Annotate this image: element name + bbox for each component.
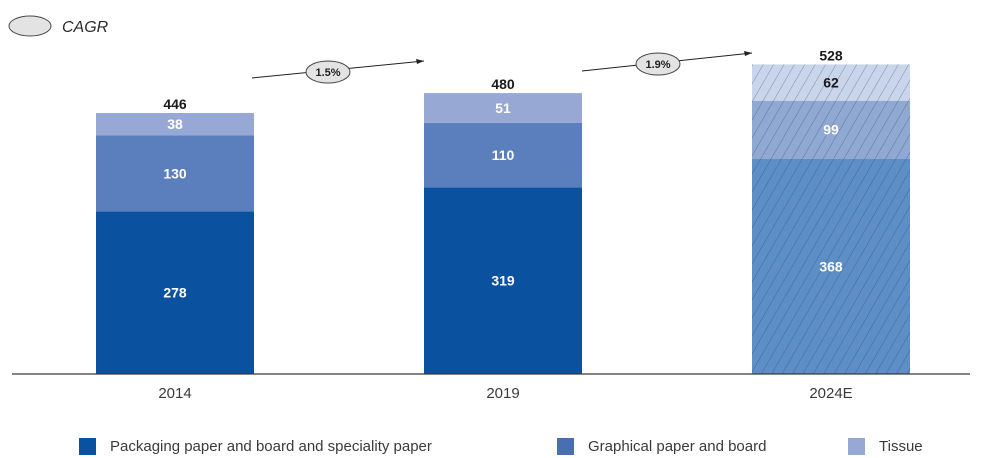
value-label-2019-0: 319 (491, 273, 515, 289)
value-label-2014-0: 278 (163, 285, 187, 301)
cagr-badge-2 (635, 52, 681, 76)
legend-label-graphical: Graphical paper and board (588, 438, 767, 455)
forecast-hatch-2024E-0 (752, 158, 910, 374)
total-label-2014: 446 (163, 96, 187, 112)
cagr-arrow-2: 1.9% (581, 51, 753, 76)
value-label-2024E-0: 368 (819, 258, 843, 274)
legend-swatch-packaging (79, 438, 96, 455)
x-tick-label-2019: 2019 (486, 385, 519, 402)
value-label-2014-1: 130 (163, 165, 187, 181)
value-label-2019-1: 110 (492, 147, 515, 163)
cagr-legend-ellipse (8, 15, 52, 37)
total-label-2024E: 528 (819, 47, 843, 63)
legend-swatch-graphical (557, 438, 574, 455)
bar-2014-tissue (96, 112, 254, 136)
legend-label-tissue: Tissue (879, 438, 923, 455)
stacked-bar-chart: CAGR 1.5% 1.9% 278 130 38 446 319 110 51 480 368… (8, 15, 970, 402)
x-tick-label-2024E: 2024E (809, 385, 852, 402)
legend-swatch-tissue (848, 438, 865, 455)
x-tick-label-2014: 2014 (158, 385, 191, 402)
legend-item-packaging: Packaging paper and board and speciality… (79, 438, 432, 455)
forecast-hatch-2024E-1 (752, 100, 910, 159)
bar-2019-tissue (424, 93, 582, 123)
value-label-2019-2: 51 (495, 100, 511, 116)
chart-legend: Packaging paper and board and speciality… (0, 438, 981, 458)
bar-2019-graphical (424, 122, 582, 188)
bar-2014-graphical (96, 135, 254, 212)
value-label-2024E-1: 99 (823, 122, 839, 138)
cagr-badge-1 (305, 60, 351, 84)
cagr-legend-label: CAGR (62, 19, 109, 36)
bars-layer: 278 130 38 446 319 110 51 480 368 99 62 528 (96, 47, 910, 374)
legend-item-graphical: Graphical paper and board (557, 438, 766, 455)
forecast-hatch-2024E-2 (752, 64, 910, 101)
bar-2019-packaging (424, 187, 582, 374)
total-label-2019: 480 (491, 76, 515, 92)
x-axis-ticks: 2014 2019 2024E (158, 385, 852, 402)
legend-item-tissue: Tissue (848, 438, 923, 455)
value-label-2014-2: 38 (167, 116, 183, 132)
cagr-value-2: 1.9% (645, 59, 670, 71)
cagr-value-1: 1.5% (315, 67, 340, 79)
cagr-arrow-1: 1.5% (251, 59, 425, 84)
bar-2014-packaging (96, 211, 254, 374)
legend-label-packaging: Packaging paper and board and speciality… (110, 438, 432, 455)
value-label-2024E-2: 62 (823, 75, 839, 91)
